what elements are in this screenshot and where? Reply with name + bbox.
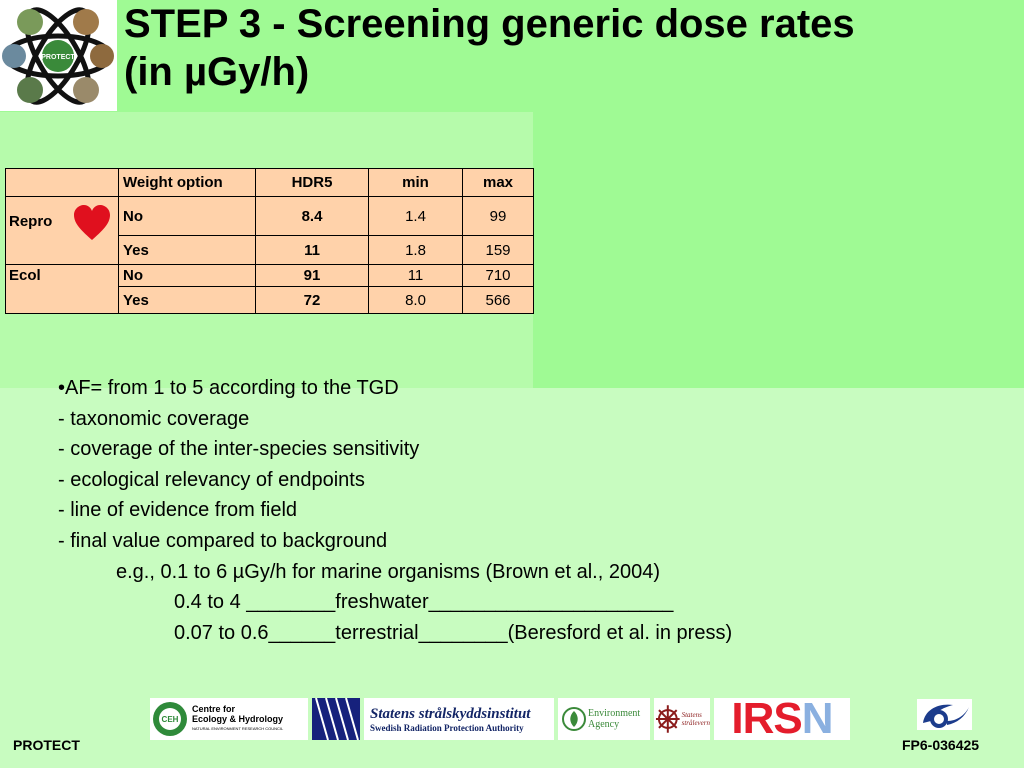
atom-logo-icon: PROTECT: [2, 7, 114, 105]
right-panel: [533, 0, 1024, 388]
group-cell-repro: Repro: [5, 196, 119, 265]
ceh-badge-icon: CEH: [153, 702, 187, 736]
weight-cell: Yes: [118, 286, 256, 314]
max-cell: 159: [462, 235, 534, 265]
ceh-logo: CEH Centre for Ecology & Hydrology NATUR…: [150, 698, 308, 740]
irsn-main-letters: IRS: [731, 694, 802, 743]
statens-stralevern-logo: Statens strålevern: [654, 698, 710, 740]
partner-logos: CEH Centre for Ecology & Hydrology NATUR…: [150, 697, 850, 741]
bullet-item: - taxonomic coverage: [58, 407, 250, 430]
environment-agency-logo: Environment Agency: [558, 698, 650, 740]
max-cell: 710: [462, 264, 534, 287]
ceh-line-1: Centre for: [192, 704, 236, 714]
ceh-line-2: Ecology & Hydrology: [192, 714, 284, 724]
header-cell-group: [5, 168, 119, 197]
heart-icon: [74, 205, 110, 240]
table-row: Yes 11 1.8 159: [6, 235, 534, 265]
header-cell-min: min: [368, 168, 463, 197]
dose-rate-table: Weight option HDR5 min max Repro No 8.4 …: [5, 168, 534, 314]
ssi-name: Statens strålskyddsinstitut: [370, 705, 531, 722]
min-cell: 1.8: [368, 235, 463, 265]
min-cell: 8.0: [368, 286, 463, 314]
irsn-logo: IRSN: [714, 697, 850, 741]
hdr5-cell: 8.4: [255, 196, 369, 236]
bullet-list: •AF= from 1 to 5 according to the TGD - …: [58, 373, 958, 648]
ea-name: Environment Agency: [588, 708, 640, 730]
header-cell-weight-option: Weight option: [118, 168, 256, 197]
weight-cell: No: [118, 264, 256, 287]
ssi-logo: Statens strålskyddsinstitut Swedish Radi…: [364, 698, 554, 740]
bullet-item: - ecological relevancy of endpoints: [58, 468, 365, 491]
title-line-1: STEP 3 - Screening generic dose rates: [124, 2, 855, 46]
ceh-name: Centre for Ecology & Hydrology NATURAL E…: [192, 704, 283, 734]
bullet-item: •AF= from 1 to 5 according to the TGD: [58, 377, 399, 399]
ceh-subtitle: NATURAL ENVIRONMENT RESEARCH COUNCIL: [192, 726, 284, 731]
stripes-icon: [312, 698, 360, 740]
header-cell-max: max: [462, 168, 534, 197]
table-row: Yes 72 8.0 566: [6, 286, 534, 314]
hdr5-cell: 72: [255, 286, 369, 314]
min-cell: 1.4: [368, 196, 463, 236]
bullet-item: 0.4 to 4 ________freshwater_____________…: [174, 591, 674, 614]
group-label-ecol: Ecol: [9, 267, 41, 284]
bullet-item: - line of evidence from field: [58, 499, 298, 522]
statens-line-2: strålevern: [681, 719, 710, 727]
ea-line-2: Agency: [588, 719, 620, 730]
svg-text:CEH: CEH: [162, 715, 179, 724]
page-title: STEP 3 - Screening generic dose rates (i…: [124, 0, 1004, 96]
title-line-2: (in µGy/h): [124, 50, 310, 94]
table-row: Ecol No 91 11 710: [5, 264, 534, 314]
table-header-row: Weight option HDR5 min max: [5, 168, 534, 197]
statens-line-1: Statens: [681, 711, 702, 719]
fp6-logo-icon: [917, 699, 972, 730]
ssi-subtitle: Swedish Radiation Protection Authority: [370, 722, 524, 733]
irsn-wordmark: IRSN: [731, 697, 833, 741]
max-cell: 99: [462, 196, 534, 236]
nordic-stripes-logo: [312, 698, 360, 740]
hdr5-cell: 11: [255, 235, 369, 265]
irsn-last-letter: N: [801, 694, 834, 743]
ea-line-1: Environment: [588, 708, 641, 719]
table-row: Repro No 8.4 1.4 99: [5, 196, 534, 265]
min-cell: 11: [368, 264, 463, 287]
bullet-item: - coverage of the inter-species sensitiv…: [58, 438, 420, 461]
weight-cell: No: [118, 196, 256, 236]
hdr5-cell: 91: [255, 264, 369, 287]
header-cell-hdr5: HDR5: [255, 168, 369, 197]
group-label-repro: Repro: [9, 213, 53, 230]
protect-logo: PROTECT: [0, 0, 117, 111]
statens-name: Statens strålevern: [682, 711, 710, 727]
bullet-item: e.g., 0.1 to 6 µGy/h for marine organism…: [116, 560, 660, 583]
svg-text:PROTECT: PROTECT: [41, 54, 75, 61]
environment-agency-icon: [562, 707, 586, 731]
footer-project-number: FP6-036425: [902, 737, 980, 753]
bullet-item: - final value compared to background: [58, 529, 388, 552]
statens-emblem-icon: [655, 705, 680, 733]
footer-protect: PROTECT: [13, 737, 80, 753]
weight-cell: Yes: [118, 235, 256, 265]
max-cell: 566: [462, 286, 534, 314]
group-cell-ecol: Ecol: [5, 264, 119, 314]
bullet-item: 0.07 to 0.6______terrestrial________(Ber…: [174, 621, 733, 644]
